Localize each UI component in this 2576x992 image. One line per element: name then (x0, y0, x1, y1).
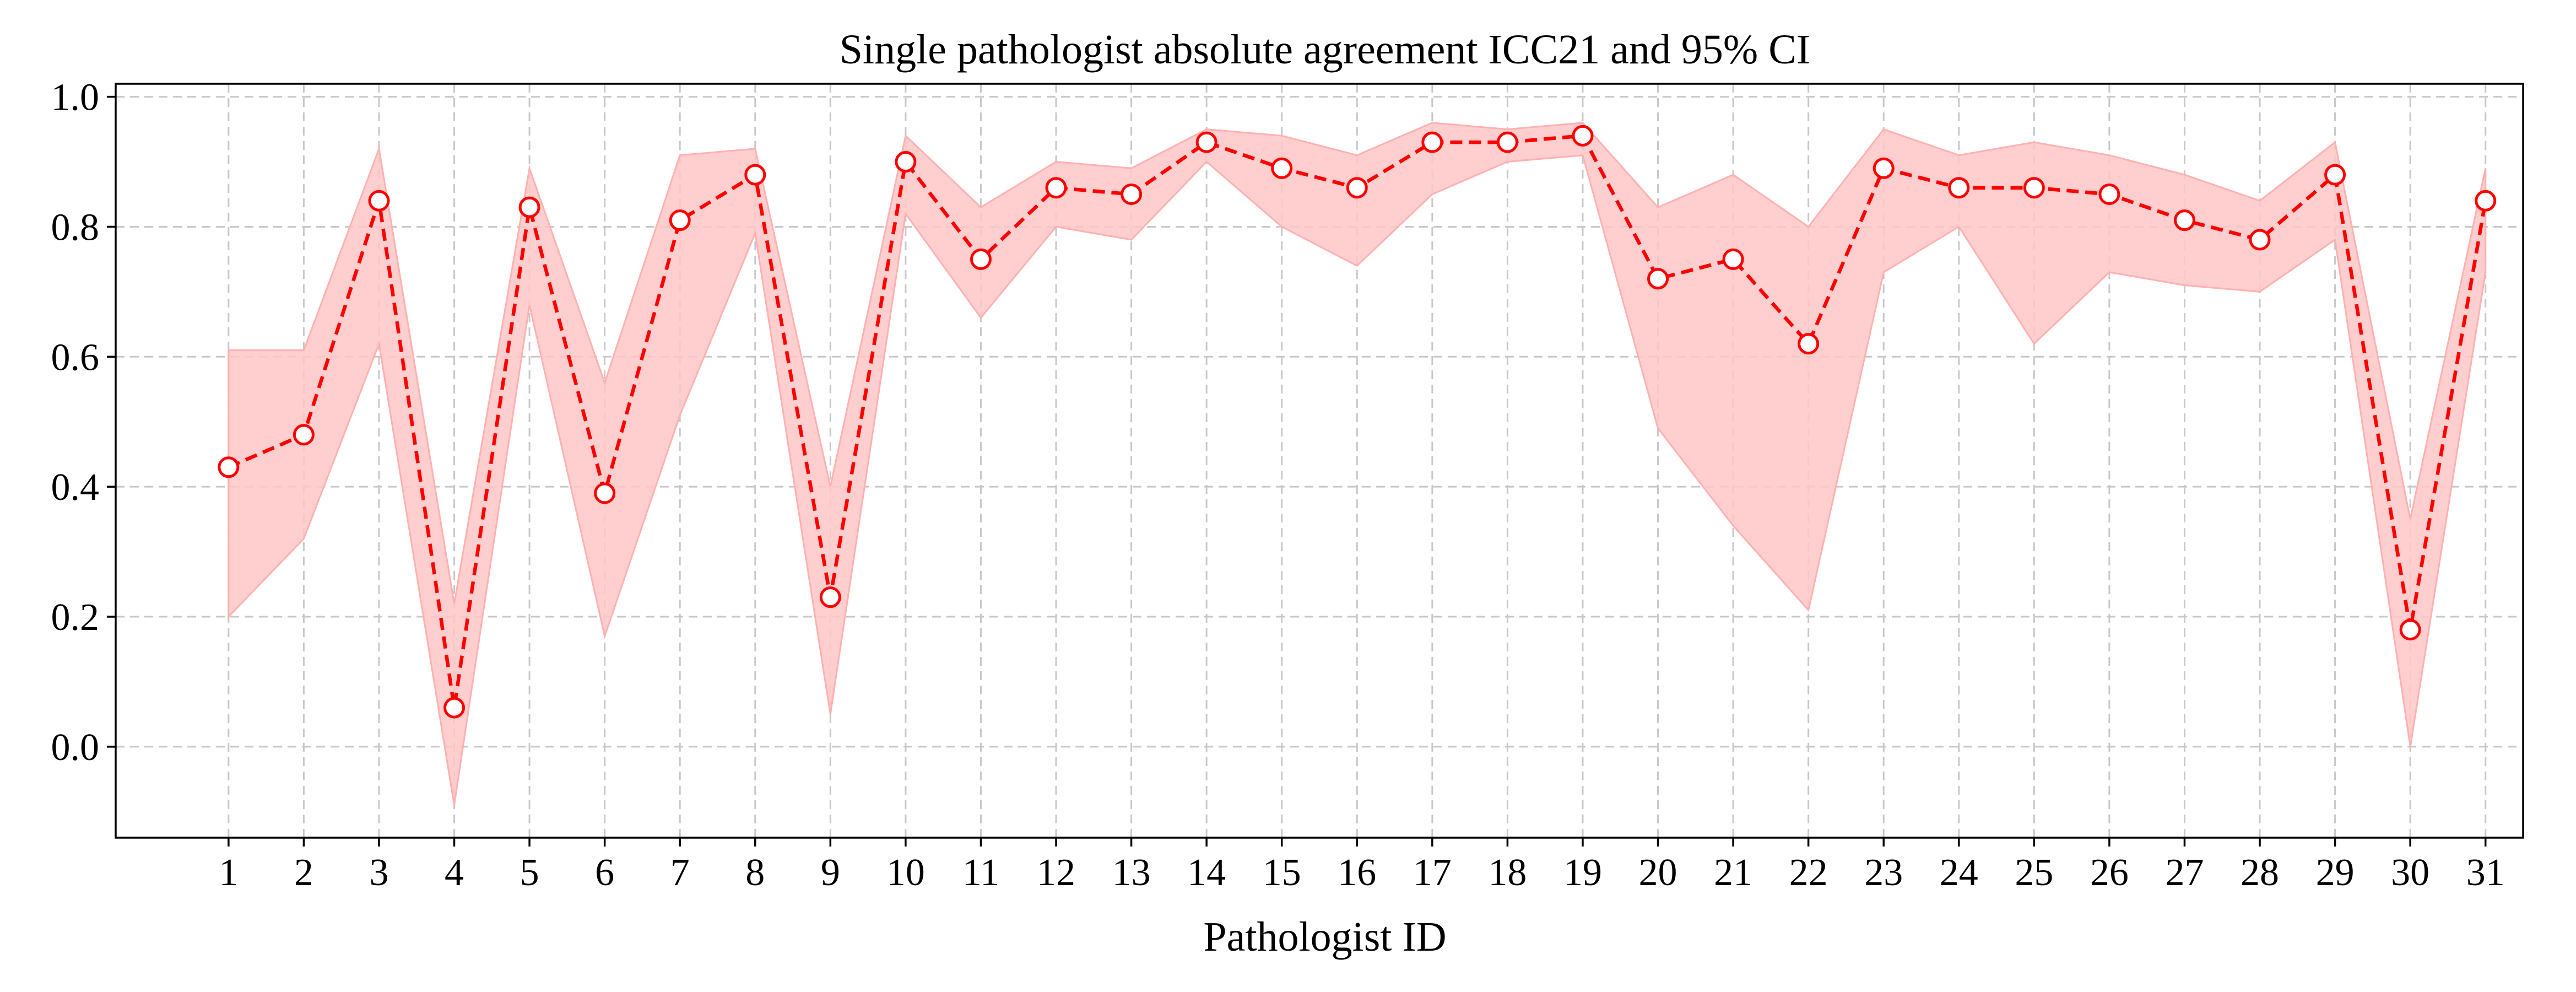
data-point (1045, 177, 1067, 199)
x-tick-label: 24 (1940, 851, 1978, 894)
data-point (2399, 619, 2421, 641)
y-tick-label: 0.6 (51, 336, 100, 379)
plot-frame (115, 83, 2524, 839)
x-tick-label: 31 (2466, 851, 2505, 894)
data-point (1798, 333, 1820, 355)
data-point (970, 248, 992, 270)
data-point (1572, 125, 1594, 147)
data-point (895, 151, 917, 173)
data-point (1121, 183, 1143, 205)
data-point (1873, 157, 1895, 179)
confidence-band (228, 122, 2487, 806)
x-tick-label: 4 (445, 851, 464, 894)
x-tick-label: 16 (1338, 851, 1376, 894)
x-tick-label: 1 (219, 851, 238, 894)
y-tick-label: 0.8 (51, 206, 100, 249)
x-tick-label: 18 (1488, 851, 1527, 894)
y-axis: 0.0 0.2 0.4 0.6 0.8 1.0 (51, 77, 116, 769)
data-point (819, 586, 841, 608)
x-tick-label: 29 (2316, 851, 2355, 894)
x-tick-label: 27 (2165, 851, 2204, 894)
data-point (744, 164, 766, 186)
x-tick-label: 7 (670, 851, 690, 894)
data-point (2249, 229, 2271, 251)
data-point (1722, 248, 1744, 270)
data-point (1496, 131, 1518, 153)
y-tick-label: 0.0 (51, 726, 100, 769)
chart-title: Single pathologist absolute agreement IC… (840, 26, 1810, 73)
x-tick-label: 21 (1714, 851, 1752, 894)
data-point (293, 424, 315, 446)
y-tick-label: 0.2 (51, 596, 100, 639)
data-point (368, 190, 390, 212)
y-tick-label: 0.4 (51, 466, 100, 509)
x-axis: 1 2 3 4 5 6 7 8 9 10 11 12 13 14 15 16 17 18 19 20 21 22 23 24 2… (219, 838, 2505, 894)
data-point (1195, 131, 1217, 153)
x-tick-label: 5 (520, 851, 539, 894)
data-point (218, 456, 240, 478)
data-point (1271, 157, 1293, 179)
x-tick-label: 25 (2015, 851, 2053, 894)
x-tick-label: 26 (2090, 851, 2129, 894)
x-tick-label: 6 (595, 851, 614, 894)
x-tick-label: 20 (1639, 851, 1677, 894)
data-point (2475, 190, 2497, 212)
ci-band-area (228, 122, 2487, 806)
y-tick-label: 1.0 (51, 77, 100, 119)
x-axis-label: Pathologist ID (1203, 914, 1446, 960)
x-tick-label: 19 (1563, 851, 1602, 894)
data-point (669, 209, 691, 231)
x-tick-label: 3 (369, 851, 388, 894)
data-point (518, 196, 540, 218)
markers (218, 125, 2497, 719)
data-point (1421, 131, 1443, 153)
x-tick-label: 28 (2241, 851, 2279, 894)
x-tick-label: 9 (821, 851, 840, 894)
data-point (2098, 183, 2120, 205)
x-tick-label: 12 (1037, 851, 1075, 894)
x-tick-label: 11 (962, 851, 999, 894)
x-tick-label: 22 (1789, 851, 1828, 894)
x-tick-label: 13 (1112, 851, 1151, 894)
data-point (1948, 177, 1970, 199)
x-tick-label: 15 (1263, 851, 1301, 894)
x-tick-label: 30 (2391, 851, 2429, 894)
x-tick-label: 17 (1413, 851, 1452, 894)
x-tick-label: 23 (1864, 851, 1903, 894)
data-point (1346, 177, 1368, 199)
x-tick-label: 14 (1187, 851, 1226, 894)
x-tick-label: 8 (745, 851, 765, 894)
data-point (2173, 209, 2195, 231)
data-point (594, 482, 616, 504)
x-tick-label: 2 (294, 851, 313, 894)
data-point (443, 697, 466, 719)
data-point (2324, 164, 2346, 186)
data-point (2023, 177, 2045, 199)
data-point (1647, 268, 1669, 290)
x-tick-label: 10 (886, 851, 925, 894)
